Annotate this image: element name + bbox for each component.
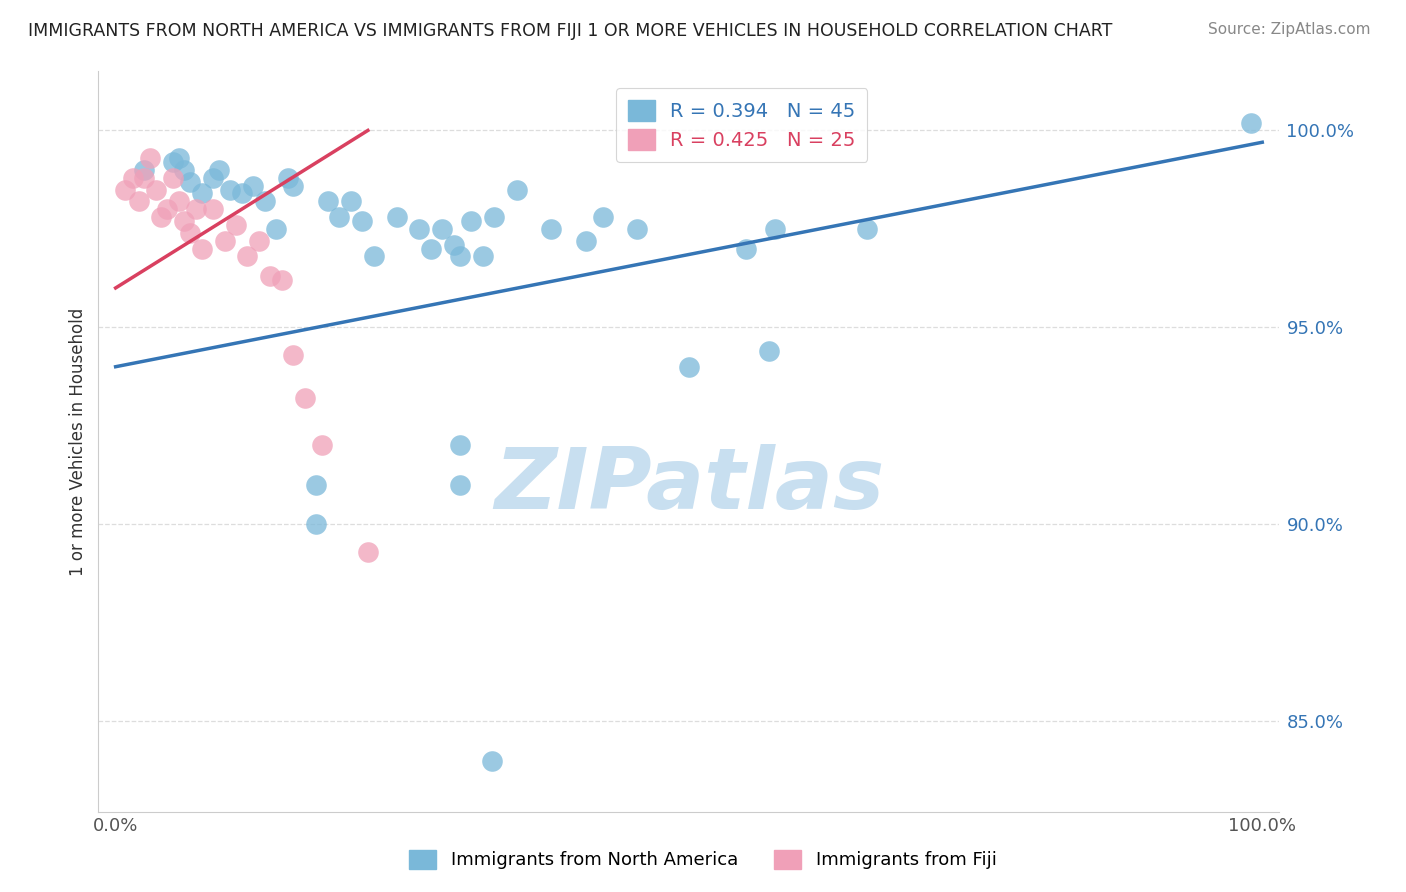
Point [357,545,380,559]
Text: IMMIGRANTS FROM NORTH AMERICA VS IMMIGRANTS FROM FIJI 1 OR MORE VEHICLES IN HOUS: IMMIGRANTS FROM NORTH AMERICA VS IMMIGRA… [28,22,1112,40]
Point [678,359,700,374]
Point [506,182,529,196]
Point [231,186,253,201]
Point [443,237,465,252]
Point [1240,115,1263,129]
Point [575,234,598,248]
Point [214,234,236,248]
Point [134,170,156,185]
Point [363,249,385,263]
Point [253,194,276,209]
Point [202,202,225,217]
Point [283,348,305,362]
Point [208,162,231,177]
Point [540,222,562,236]
Point [173,214,195,228]
Point [460,214,482,228]
Point [179,226,201,240]
Point [481,754,503,768]
Point [247,234,270,248]
Point [449,478,471,492]
Point [449,438,471,452]
Point [167,151,190,165]
Point [225,218,247,232]
Point [128,194,150,209]
Point [219,182,242,196]
Point [432,222,454,236]
Point [179,175,201,189]
Point [259,269,281,284]
Point [283,178,305,193]
Point [190,242,212,256]
Point [316,194,339,209]
Point [121,170,143,185]
Point [294,391,316,405]
Point [190,186,212,201]
Point [763,222,786,236]
Point [328,210,350,224]
Point [156,202,179,217]
Point [385,210,408,224]
Point [758,343,780,358]
Point [167,194,190,209]
Point [162,170,184,185]
Point [735,242,758,256]
Point [242,178,264,193]
Point [184,202,207,217]
Point [352,214,374,228]
Point [855,222,877,236]
Legend: Immigrants from North America, Immigrants from Fiji: Immigrants from North America, Immigrant… [401,841,1005,879]
Point [139,151,162,165]
Legend: R = 0.394   N = 45, R = 0.425   N = 25: R = 0.394 N = 45, R = 0.425 N = 25 [616,88,868,162]
Point [236,249,259,263]
Point [277,170,299,185]
Point [420,242,443,256]
Point [626,222,648,236]
Point [408,222,430,236]
Text: Source: ZipAtlas.com: Source: ZipAtlas.com [1208,22,1371,37]
Point [162,155,184,169]
Point [471,249,494,263]
Point [482,210,505,224]
Text: ZIPatlas: ZIPatlas [494,444,884,527]
Point [305,517,328,532]
Point [150,210,173,224]
Point [305,478,328,492]
Point [449,249,471,263]
Point [173,162,195,177]
Point [114,182,136,196]
Point [339,194,361,209]
Point [592,210,614,224]
Point [134,162,156,177]
Point [264,222,287,236]
Point [270,273,292,287]
Point [145,182,167,196]
Point [311,438,333,452]
Point [202,170,225,185]
Y-axis label: 1 or more Vehicles in Household: 1 or more Vehicles in Household [69,308,87,575]
